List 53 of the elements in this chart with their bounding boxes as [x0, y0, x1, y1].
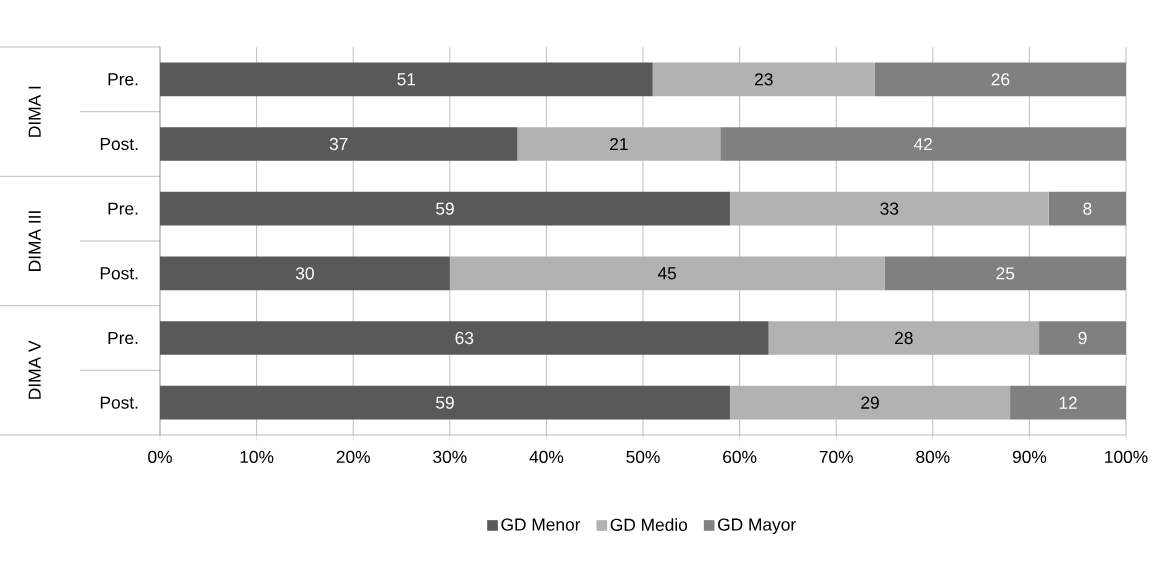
data-label: 23	[755, 73, 773, 86]
bar	[160, 321, 769, 355]
data-label: 30	[295, 267, 314, 280]
y-tick-label: Pre.	[108, 73, 138, 86]
y-tick-label: Post.	[100, 396, 138, 409]
x-tick-label: 60%	[723, 450, 757, 464]
data-label: 51	[397, 73, 416, 86]
data-label: 21	[610, 137, 628, 151]
y-tick-label: Post.	[100, 137, 138, 151]
legend-label: GD Mayor	[718, 518, 796, 535]
bar	[652, 62, 875, 97]
bar	[160, 62, 653, 97]
data-label: 12	[1059, 396, 1077, 409]
data-label: 28	[895, 331, 913, 345]
bar	[729, 385, 1011, 420]
data-label: 45	[657, 267, 677, 280]
x-tick-label: 70%	[819, 450, 853, 464]
data-label: 42	[913, 137, 932, 151]
bar	[768, 321, 1040, 355]
data-label: 59	[436, 202, 454, 215]
x-tick-label: 50%	[626, 450, 660, 464]
text: DIMA III	[28, 211, 41, 271]
x-tick-label: 90%	[1012, 450, 1047, 464]
bar	[160, 127, 518, 161]
data-label: 37	[329, 137, 348, 151]
bar	[517, 127, 721, 161]
data-label: 59	[436, 396, 454, 409]
x-tick-label: 30%	[433, 450, 467, 464]
x-tick-label: 40%	[529, 450, 564, 464]
bar	[449, 256, 885, 291]
y-tick-label: Post.	[100, 267, 138, 280]
x-tick-label: 80%	[916, 450, 950, 464]
data-label: 63	[455, 331, 474, 345]
y-tick-label: Pre.	[108, 202, 138, 215]
x-tick-label: 10%	[240, 450, 274, 464]
text: DIMA I	[28, 86, 41, 137]
bar	[729, 191, 1049, 226]
x-tick-label: 100%	[1105, 450, 1148, 464]
legend-label: GD Medio	[610, 518, 688, 531]
data-label: 33	[880, 202, 899, 215]
data-label: 29	[861, 396, 879, 409]
data-label: 26	[991, 73, 1010, 86]
legend-label: GD Menor	[501, 518, 581, 531]
bar	[160, 385, 730, 420]
data-label: 25	[996, 267, 1015, 280]
y-tick-label: Pre.	[108, 331, 138, 345]
bar	[160, 191, 730, 226]
text: DIMA V	[28, 340, 41, 399]
x-tick-label: 20%	[336, 450, 370, 464]
data-label: 8	[1083, 202, 1092, 215]
bar	[160, 256, 450, 291]
x-tick-label: 0%	[148, 450, 172, 464]
data-label: 9	[1078, 331, 1087, 345]
